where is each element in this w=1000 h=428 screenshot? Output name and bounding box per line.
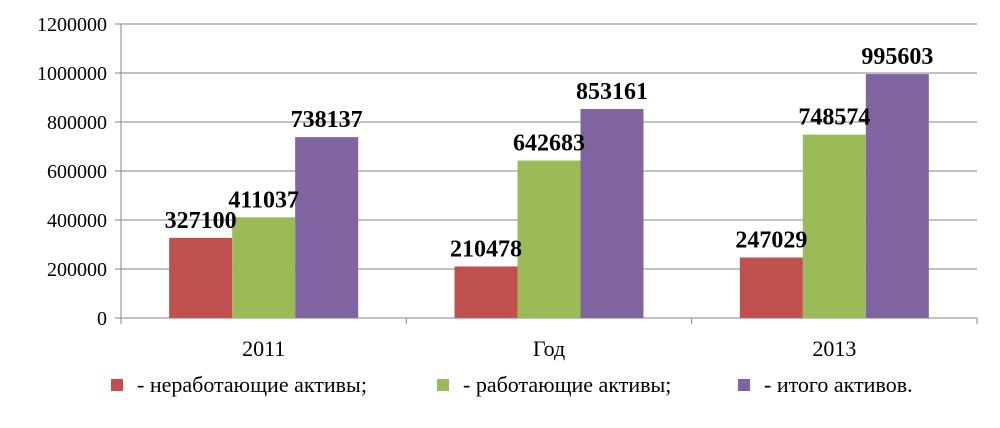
y-tick-label: 800000 <box>47 112 107 134</box>
bar <box>295 137 359 318</box>
bar-chart: 020000040000060000080000010000001200000 … <box>37 14 978 361</box>
bar <box>865 74 929 318</box>
y-tick-label: 1200000 <box>37 14 107 36</box>
bar <box>517 160 581 318</box>
data-label: 853161 <box>576 79 648 105</box>
y-axis-ticks: 0 200000 400000 600000 800000 1000000 1200000 <box>37 14 121 330</box>
bar <box>232 217 296 318</box>
data-label: 247029 <box>735 227 807 253</box>
y-tick-label: 0 <box>97 308 107 330</box>
legend-swatch-total <box>738 379 750 391</box>
legend-item-total: - итого активов. <box>738 372 913 398</box>
y-tick-label: 1000000 <box>37 63 107 85</box>
legend-label-nonworking: - неработающие активы; <box>137 372 367 397</box>
data-label: 748574 <box>798 105 870 131</box>
x-tick-label: 2011 <box>242 336 285 361</box>
bar <box>739 257 803 318</box>
y-tick-label: 400000 <box>47 210 107 232</box>
bar <box>580 108 644 318</box>
legend: - неработающие активы; - работающие акти… <box>0 372 1000 404</box>
legend-swatch-working <box>437 379 449 391</box>
y-tick-label: 600000 <box>47 161 107 183</box>
x-tick-label: Год <box>533 336 565 361</box>
legend-label-working: - работающие активы; <box>463 372 672 397</box>
bar <box>169 237 233 318</box>
legend-item-working: - работающие активы; <box>437 372 671 398</box>
legend-swatch-nonworking <box>111 379 123 391</box>
data-label: 642683 <box>513 131 585 157</box>
bar <box>454 266 518 318</box>
legend-item-nonworking: - неработающие активы; <box>111 372 367 398</box>
bars <box>169 74 929 318</box>
data-label: 411037 <box>228 187 299 213</box>
x-tick-label: 2013 <box>812 336 856 361</box>
data-label: 210478 <box>450 236 522 262</box>
data-label: 995603 <box>861 44 933 70</box>
x-axis-ticks: 2011 Год 2013 <box>120 318 978 361</box>
bar <box>802 134 866 318</box>
legend-label-total: - итого активов. <box>764 372 913 397</box>
data-label: 327100 <box>165 208 237 234</box>
y-tick-label: 200000 <box>47 259 107 281</box>
data-label: 738137 <box>291 107 363 133</box>
